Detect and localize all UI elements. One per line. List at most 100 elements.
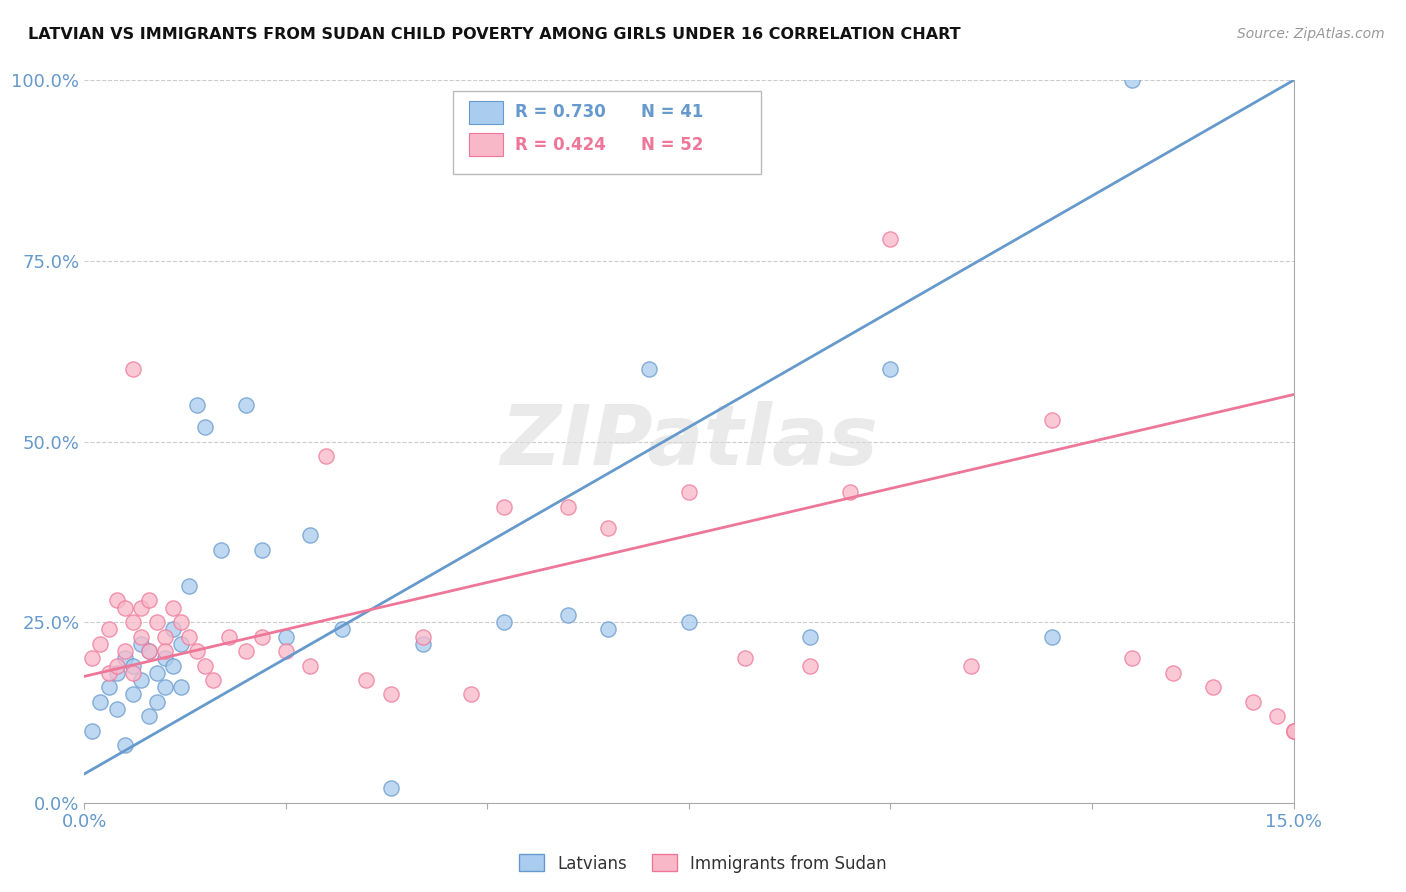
- Point: [138, 644, 160, 658]
- Point: [598, 623, 620, 637]
- Point: [146, 665, 169, 680]
- Point: [129, 637, 152, 651]
- Point: [235, 398, 257, 412]
- Point: [162, 658, 184, 673]
- Point: [799, 630, 821, 644]
- Point: [879, 232, 901, 246]
- Point: [678, 485, 700, 500]
- Point: [114, 651, 136, 665]
- Point: [1121, 73, 1143, 87]
- Point: [121, 658, 143, 673]
- Point: [97, 665, 120, 680]
- Point: [105, 658, 128, 673]
- Point: [218, 630, 240, 644]
- FancyBboxPatch shape: [453, 91, 762, 174]
- Point: [138, 644, 160, 658]
- Point: [146, 695, 169, 709]
- Point: [235, 644, 257, 658]
- Point: [1202, 680, 1225, 694]
- Point: [356, 673, 378, 687]
- Point: [380, 781, 402, 796]
- Point: [153, 630, 176, 644]
- Point: [138, 709, 160, 723]
- Legend: Latvians, Immigrants from Sudan: Latvians, Immigrants from Sudan: [512, 847, 894, 880]
- Point: [153, 644, 176, 658]
- Point: [105, 593, 128, 607]
- Point: [129, 630, 152, 644]
- Point: [412, 630, 434, 644]
- Point: [82, 723, 104, 738]
- Text: ZIPatlas: ZIPatlas: [501, 401, 877, 482]
- Point: [97, 680, 120, 694]
- Point: [179, 579, 201, 593]
- Text: N = 52: N = 52: [641, 136, 703, 153]
- Point: [138, 593, 160, 607]
- Point: [492, 615, 515, 630]
- Point: [250, 542, 273, 557]
- Point: [170, 637, 193, 651]
- Point: [299, 528, 322, 542]
- Text: R = 0.730: R = 0.730: [515, 103, 606, 121]
- Point: [121, 362, 143, 376]
- Point: [492, 500, 515, 514]
- Point: [734, 651, 756, 665]
- Point: [121, 687, 143, 701]
- Point: [105, 665, 128, 680]
- Point: [97, 623, 120, 637]
- Point: [460, 687, 482, 701]
- Point: [89, 637, 111, 651]
- Point: [637, 362, 659, 376]
- Point: [186, 644, 208, 658]
- Point: [1161, 665, 1184, 680]
- Point: [162, 623, 184, 637]
- Point: [1267, 709, 1289, 723]
- FancyBboxPatch shape: [468, 101, 503, 124]
- Point: [153, 680, 176, 694]
- Point: [557, 500, 579, 514]
- Point: [412, 637, 434, 651]
- Text: LATVIAN VS IMMIGRANTS FROM SUDAN CHILD POVERTY AMONG GIRLS UNDER 16 CORRELATION : LATVIAN VS IMMIGRANTS FROM SUDAN CHILD P…: [28, 27, 960, 42]
- Point: [879, 362, 901, 376]
- Point: [299, 658, 322, 673]
- Text: Source: ZipAtlas.com: Source: ZipAtlas.com: [1237, 27, 1385, 41]
- FancyBboxPatch shape: [468, 133, 503, 156]
- Point: [170, 615, 193, 630]
- Point: [162, 600, 184, 615]
- Point: [598, 521, 620, 535]
- Point: [186, 398, 208, 412]
- Point: [274, 630, 297, 644]
- Point: [129, 673, 152, 687]
- Point: [557, 607, 579, 622]
- Point: [839, 485, 862, 500]
- Point: [330, 623, 353, 637]
- Point: [1040, 413, 1063, 427]
- Point: [274, 644, 297, 658]
- Text: R = 0.424: R = 0.424: [515, 136, 606, 153]
- Point: [121, 615, 143, 630]
- Point: [380, 687, 402, 701]
- Point: [129, 600, 152, 615]
- Point: [315, 449, 337, 463]
- Point: [194, 658, 217, 673]
- Point: [678, 615, 700, 630]
- Point: [179, 630, 201, 644]
- Point: [960, 658, 983, 673]
- Point: [89, 695, 111, 709]
- Point: [250, 630, 273, 644]
- Point: [121, 665, 143, 680]
- Point: [1241, 695, 1264, 709]
- Point: [202, 673, 225, 687]
- Point: [194, 420, 217, 434]
- Point: [209, 542, 232, 557]
- Point: [1282, 723, 1305, 738]
- Point: [1282, 723, 1305, 738]
- Point: [153, 651, 176, 665]
- Point: [114, 600, 136, 615]
- Point: [799, 658, 821, 673]
- Point: [1040, 630, 1063, 644]
- Point: [114, 644, 136, 658]
- Point: [1121, 651, 1143, 665]
- Point: [82, 651, 104, 665]
- Point: [1282, 723, 1305, 738]
- Point: [114, 738, 136, 752]
